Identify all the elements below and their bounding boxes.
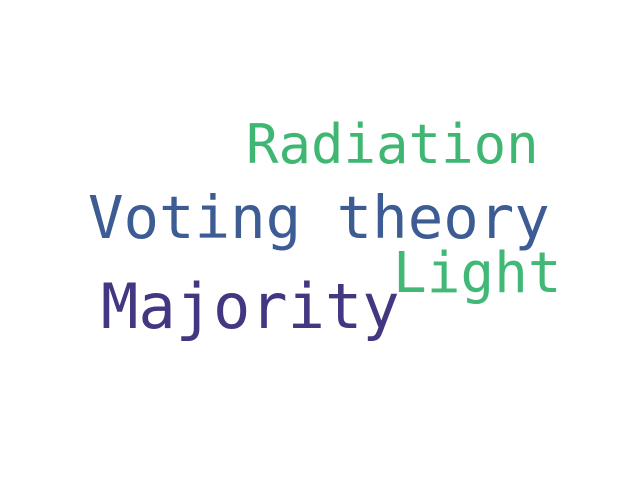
word-light: Light [393, 241, 562, 306]
word-majority: Majority [101, 270, 400, 343]
word-voting-theory: Voting theory [88, 183, 550, 252]
word-radiation: Radiation [246, 113, 539, 176]
